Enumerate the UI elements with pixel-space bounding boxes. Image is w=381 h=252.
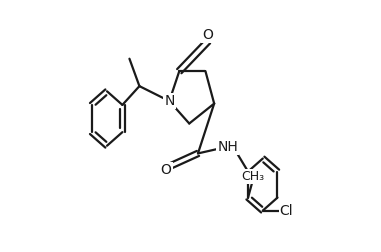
Text: O: O [161, 163, 171, 177]
Text: Cl: Cl [280, 204, 293, 218]
Text: N: N [164, 94, 174, 108]
Text: CH₃: CH₃ [242, 170, 264, 183]
Text: NH: NH [218, 140, 238, 154]
Text: O: O [203, 28, 213, 42]
